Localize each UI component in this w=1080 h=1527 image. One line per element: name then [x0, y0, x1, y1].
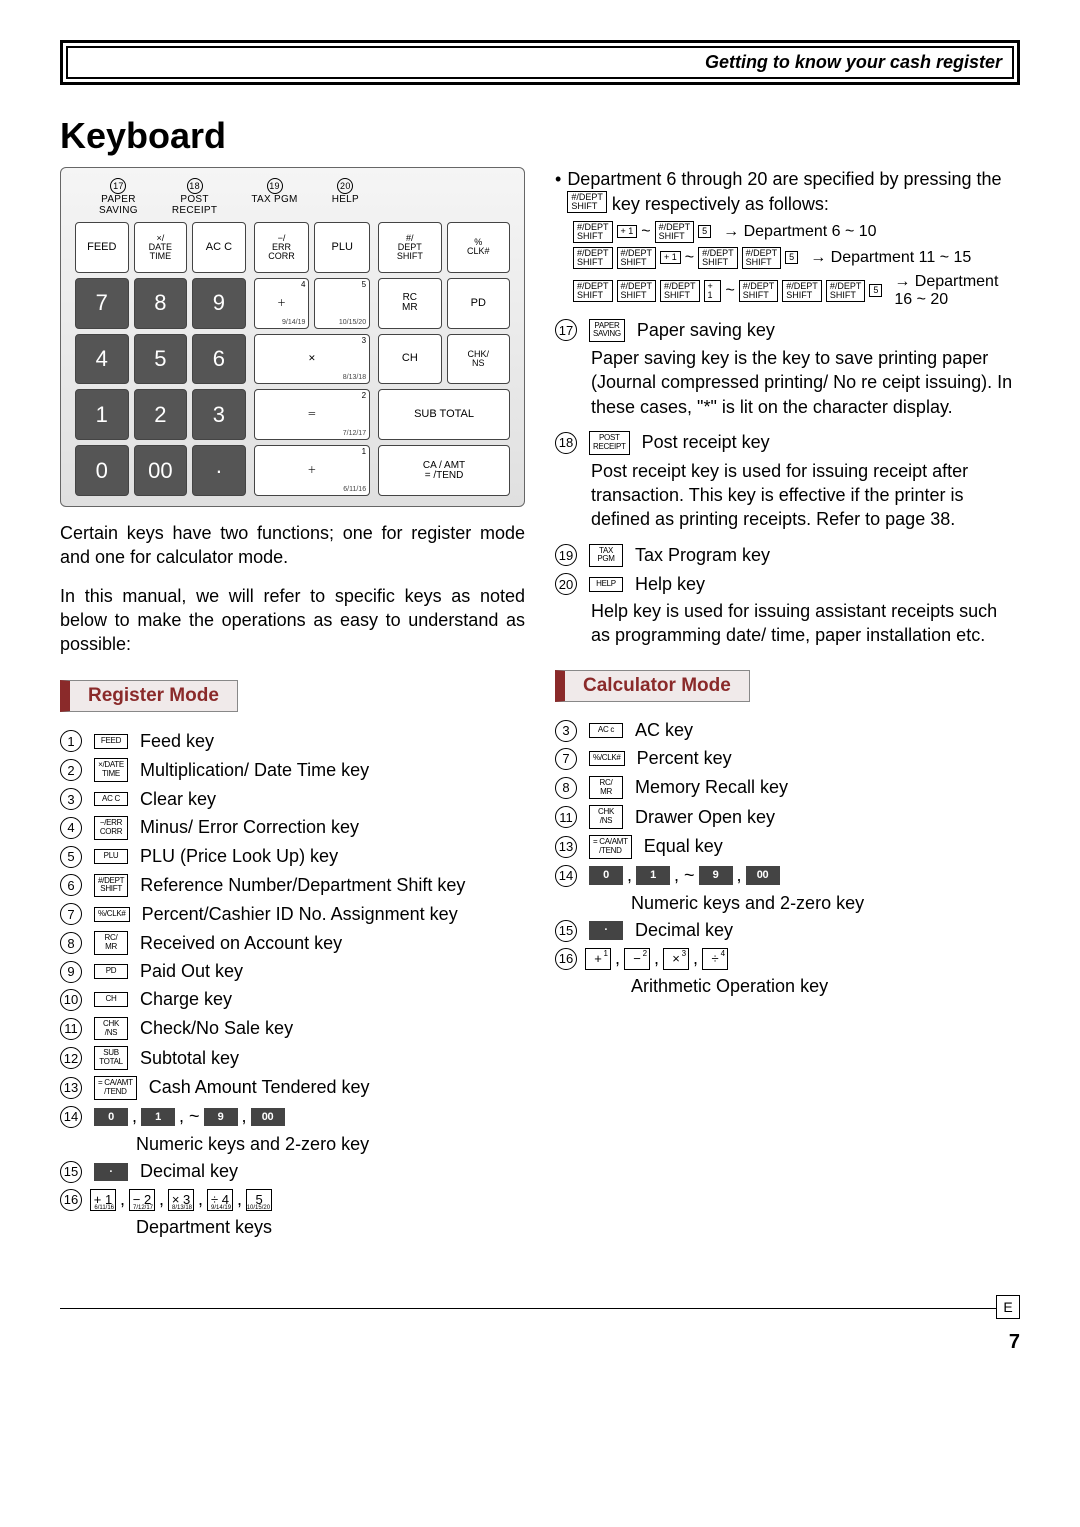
- item-number: 9: [60, 961, 82, 983]
- key-label: = CA/AMT /TEND: [589, 835, 632, 859]
- key-description: Cash Amount Tendered key: [149, 1077, 525, 1098]
- key-label: SUB TOTAL: [94, 1046, 128, 1070]
- header-title: Getting to know your cash register: [66, 46, 1014, 79]
- key-description: Equal key: [644, 836, 1020, 857]
- register-mode-header: Register Mode: [60, 680, 238, 712]
- key-label: CHK /NS: [589, 805, 623, 829]
- item-number: 2: [60, 759, 82, 781]
- key-label: FEED: [94, 734, 128, 749]
- key-description: Minus/ Error Correction key: [140, 817, 525, 838]
- item-number: 8: [555, 777, 577, 799]
- key-description: Memory Recall key: [635, 777, 1020, 798]
- key-description: AC key: [635, 720, 1020, 741]
- item-number: 3: [555, 720, 577, 742]
- decimal-key-icon: ·: [94, 1163, 128, 1181]
- key-description: Charge key: [140, 989, 525, 1010]
- item-number: 11: [60, 1018, 82, 1040]
- page-number: 7: [60, 1331, 1020, 1354]
- section-title: Keyboard: [60, 115, 1020, 157]
- key-label: PD: [94, 964, 128, 979]
- dept-lines: #/DEPT SHIFT+ 1 ~ #/DEPT SHIFT5 → Depart…: [555, 221, 1020, 309]
- dept-key-icon: ÷ 49/14/19: [207, 1189, 233, 1211]
- dept-key-seq: + 16/11/16 , − 27/12/17 , × 38/13/18 , ÷…: [90, 1189, 272, 1211]
- key-label: AC c: [589, 723, 623, 738]
- key-label: AC C: [94, 792, 128, 807]
- item-number: 11: [555, 806, 577, 828]
- key-label: CH: [94, 992, 128, 1007]
- item-number: 6: [60, 874, 82, 896]
- key-label: %/CLK#: [589, 751, 625, 766]
- key-description: Paid Out key: [140, 961, 525, 982]
- keyboard-diagram: 17PAPER SAVING 18POST RECEIPT 19TAX PGM …: [60, 167, 525, 507]
- item-number: 14: [60, 1106, 82, 1128]
- item-number: 12: [60, 1047, 82, 1069]
- key-label: PLU: [94, 849, 128, 864]
- dept-key-icon: 510/15/20: [246, 1189, 272, 1211]
- item-number: 10: [60, 989, 82, 1011]
- footer: E 7: [60, 1302, 1020, 1354]
- key-description: PLU (Price Look Up) key: [140, 846, 525, 867]
- dept-key-icon: × 38/13/18: [168, 1189, 194, 1211]
- numeric-key-seq: 0 , 1 , ~ 9 , 00: [94, 1106, 285, 1127]
- key-description: Multiplication/ Date Time key: [140, 760, 525, 781]
- item-number: 13: [555, 836, 577, 858]
- key-description: Drawer Open key: [635, 807, 1020, 828]
- dept-key-text: Department keys: [136, 1217, 525, 1238]
- intro-para-1: Certain keys have two functions; one for…: [60, 521, 525, 570]
- key-description: Check/No Sale key: [140, 1018, 525, 1039]
- key-description: Subtotal key: [140, 1048, 525, 1069]
- item-number: 13: [60, 1077, 82, 1099]
- dept-key-icon: + 16/11/16: [90, 1189, 116, 1211]
- item-number: 4: [60, 817, 82, 839]
- key-label: CHK /NS: [94, 1017, 128, 1041]
- arithmetic-op-icon: +1: [585, 948, 611, 970]
- key-label: RC/ MR: [94, 931, 128, 955]
- item-number: 7: [60, 903, 82, 925]
- key-label: #/DEPT SHIFT: [94, 874, 128, 898]
- footer-e-badge: E: [996, 1295, 1020, 1319]
- item-number: 1: [60, 730, 82, 752]
- calculator-mode-header: Calculator Mode: [555, 670, 750, 702]
- left-column: 17PAPER SAVING 18POST RECEIPT 19TAX PGM …: [60, 167, 525, 1242]
- item-number: 8: [60, 932, 82, 954]
- item-number: 7: [555, 748, 577, 770]
- key-label: −/ERR CORR: [94, 816, 128, 840]
- key-description: Percent key: [637, 748, 1020, 769]
- calculator-key-list: 3 AC c AC key 7 %/CLK# Percent key 8 RC/ M…: [555, 720, 1020, 859]
- key-description: Clear key: [140, 789, 525, 810]
- key-label: ×/DATE TIME: [94, 758, 128, 782]
- intro-para-2: In this manual, we will refer to specifi…: [60, 584, 525, 657]
- dept-key-icon: − 27/12/17: [129, 1189, 155, 1211]
- register-key-list: 1 FEED Feed key 2 ×/DATE TIME Multiplicat…: [60, 730, 525, 1099]
- key-description: Feed key: [140, 731, 525, 752]
- arithmetic-op-icon: ÷4: [702, 948, 728, 970]
- header-rule: Getting to know your cash register: [60, 40, 1020, 85]
- key-label: RC/ MR: [589, 776, 623, 800]
- arithmetic-op-icon: −2: [624, 948, 650, 970]
- item-number: 5: [60, 846, 82, 868]
- right-column: • Department 6 through 20 are specified …: [555, 167, 1020, 1242]
- arithmetic-op-icon: ×3: [663, 948, 689, 970]
- key-description: Reference Number/Department Shift key: [140, 875, 525, 896]
- key-label: %/CLK#: [94, 907, 130, 922]
- key-label: = CA/AMT /TEND: [94, 1076, 137, 1100]
- key-description: Percent/Cashier ID No. Assignment key: [142, 904, 525, 925]
- dept-intro: • Department 6 through 20 are specified …: [555, 167, 1020, 217]
- item-number: 3: [60, 788, 82, 810]
- numeric-key-text: Numeric keys and 2-zero key: [136, 1134, 525, 1155]
- key-description: Received on Account key: [140, 933, 525, 954]
